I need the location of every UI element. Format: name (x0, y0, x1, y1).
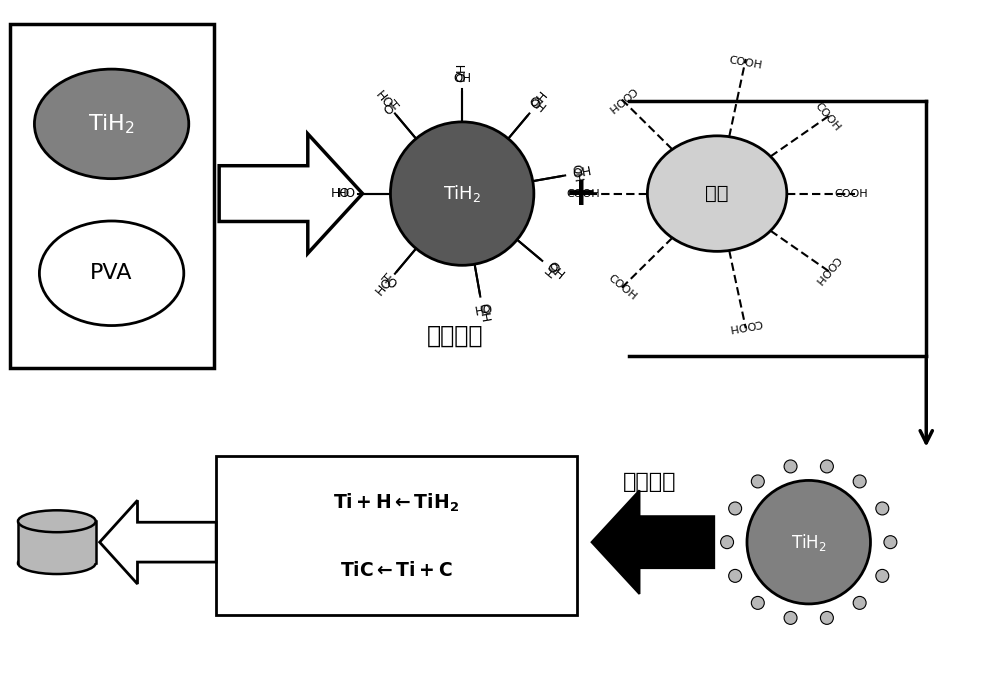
Text: OH: OH (540, 257, 561, 279)
Text: 粉末固结: 粉末固结 (623, 473, 676, 492)
Bar (18, 521, 96, 563)
Circle shape (721, 536, 734, 549)
Text: COOH: COOH (566, 188, 600, 199)
Text: HO: HO (373, 275, 395, 298)
Text: COOH: COOH (812, 101, 842, 134)
Circle shape (853, 475, 866, 488)
Text: 交联反应: 交联反应 (427, 324, 483, 348)
Ellipse shape (18, 552, 96, 574)
Text: $\mathbf{Ti+H \leftarrow TiH_2}$: $\mathbf{Ti+H \leftarrow TiH_2}$ (333, 492, 459, 515)
Text: HO: HO (373, 89, 395, 112)
Text: OH: OH (544, 260, 567, 283)
Circle shape (820, 612, 833, 624)
Text: PVA: PVA (90, 263, 133, 283)
Polygon shape (219, 134, 363, 254)
Text: $\mathbf{TiC \leftarrow Ti+C}$: $\mathbf{TiC \leftarrow Ti+C}$ (340, 561, 453, 580)
Circle shape (820, 460, 833, 473)
Polygon shape (592, 490, 714, 594)
Circle shape (751, 475, 764, 488)
Circle shape (751, 597, 764, 610)
Text: COOH: COOH (812, 254, 842, 286)
Text: OH: OH (568, 163, 584, 184)
Circle shape (784, 460, 797, 473)
Circle shape (784, 612, 797, 624)
Polygon shape (100, 500, 216, 584)
Circle shape (876, 570, 889, 582)
Ellipse shape (18, 511, 96, 532)
Text: COOH: COOH (728, 317, 762, 332)
Circle shape (884, 536, 897, 549)
Text: COOH: COOH (834, 188, 868, 199)
Text: OH: OH (571, 165, 592, 180)
Text: TiH$_2$: TiH$_2$ (443, 183, 481, 204)
Circle shape (729, 570, 742, 582)
Text: +: + (565, 175, 598, 213)
Text: OH: OH (453, 72, 471, 85)
Text: TiH$_2$: TiH$_2$ (88, 112, 135, 136)
Circle shape (729, 502, 742, 515)
Text: COOH: COOH (606, 85, 638, 114)
Circle shape (876, 502, 889, 515)
Text: COOH: COOH (728, 55, 762, 71)
Text: OH: OH (472, 300, 492, 315)
Ellipse shape (647, 136, 787, 252)
Text: HO: HO (377, 94, 399, 116)
Text: TiH$_2$: TiH$_2$ (791, 532, 827, 553)
Text: OH: OH (456, 62, 469, 82)
Bar (216, 456, 577, 615)
Bar (10, 24, 214, 368)
Circle shape (747, 481, 870, 604)
Circle shape (390, 122, 534, 265)
Text: OH: OH (529, 89, 551, 112)
Text: HO: HO (377, 271, 399, 293)
Text: OH: OH (475, 302, 491, 324)
Text: HO: HO (338, 187, 356, 200)
Text: OH: OH (525, 94, 547, 116)
Text: 碳源: 碳源 (705, 184, 729, 203)
Ellipse shape (34, 69, 189, 179)
Circle shape (853, 597, 866, 610)
Text: COOH: COOH (606, 273, 638, 302)
Ellipse shape (39, 221, 184, 325)
Text: HO: HO (331, 187, 350, 200)
